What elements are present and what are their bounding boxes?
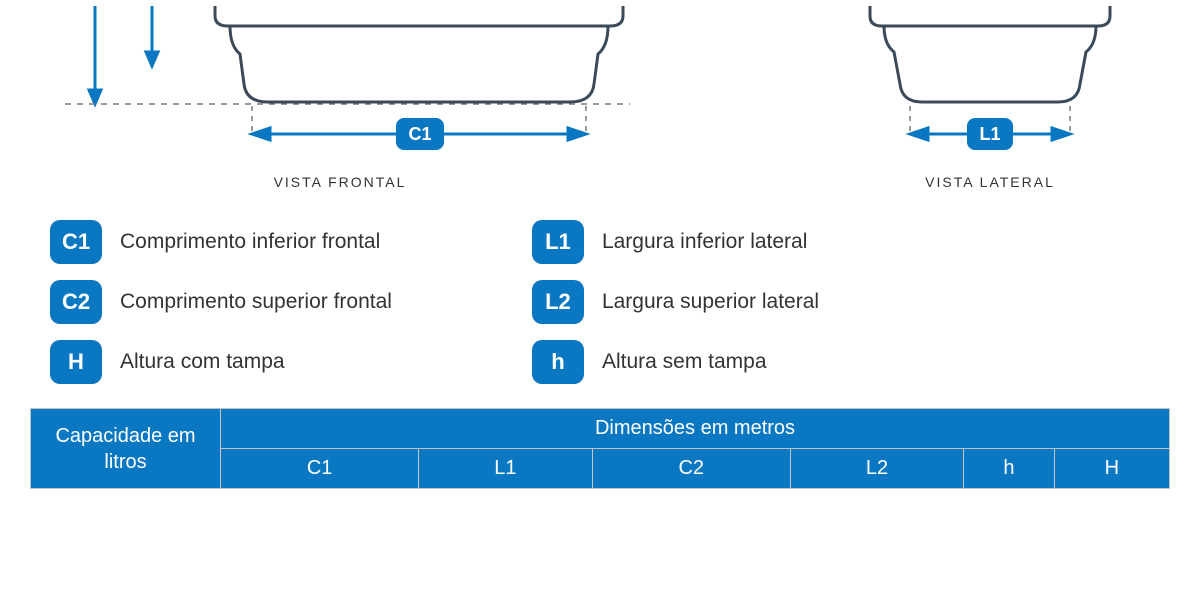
lateral-caption: VISTA LATERAL [925,174,1055,190]
legend-badge: H [50,340,102,384]
legend-badge: C2 [50,280,102,324]
legend-badge: L2 [532,280,584,324]
legend-badge: L1 [532,220,584,264]
frontal-view: C1 VISTA FRONTAL [30,6,650,190]
legend-text: Altura sem tampa [602,350,767,374]
dim-badge-l1: L1 [979,124,1000,144]
legend-badge: h [532,340,584,384]
th-col: L1 [419,449,592,489]
legend-text: Comprimento superior frontal [120,290,392,314]
frontal-caption: VISTA FRONTAL [274,174,407,190]
th-col: L2 [790,449,963,489]
legend-text: Largura superior lateral [602,290,819,314]
dim-badge-c1: C1 [408,124,431,144]
legend-item: h Altura sem tampa [532,340,819,384]
dimensions-table: Capacidade em litros Dimensões em metros… [30,408,1170,489]
legend-item: L1 Largura inferior lateral [532,220,819,264]
legend-item: H Altura com tampa [50,340,392,384]
th-col: C2 [592,449,790,489]
legend-item: L2 Largura superior lateral [532,280,819,324]
legend: C1 Comprimento inferior frontal C2 Compr… [30,220,1170,384]
th-capacity: Capacidade em litros [31,409,221,489]
legend-item: C1 Comprimento inferior frontal [50,220,392,264]
lateral-svg: L1 [810,6,1170,156]
diagram-row: C1 VISTA FRONTAL L1 [30,0,1170,190]
th-col: h [964,449,1054,489]
lateral-view: L1 VISTA LATERAL [810,6,1170,190]
legend-badge: C1 [50,220,102,264]
frontal-svg: C1 [30,6,650,156]
th-dimensions: Dimensões em metros [221,409,1170,449]
th-col: C1 [221,449,419,489]
th-col: H [1054,449,1169,489]
legend-text: Largura inferior lateral [602,230,807,254]
legend-col-right: L1 Largura inferior lateral L2 Largura s… [532,220,819,384]
legend-item: C2 Comprimento superior frontal [50,280,392,324]
legend-text: Comprimento inferior frontal [120,230,380,254]
legend-text: Altura com tampa [120,350,285,374]
legend-col-left: C1 Comprimento inferior frontal C2 Compr… [50,220,392,384]
